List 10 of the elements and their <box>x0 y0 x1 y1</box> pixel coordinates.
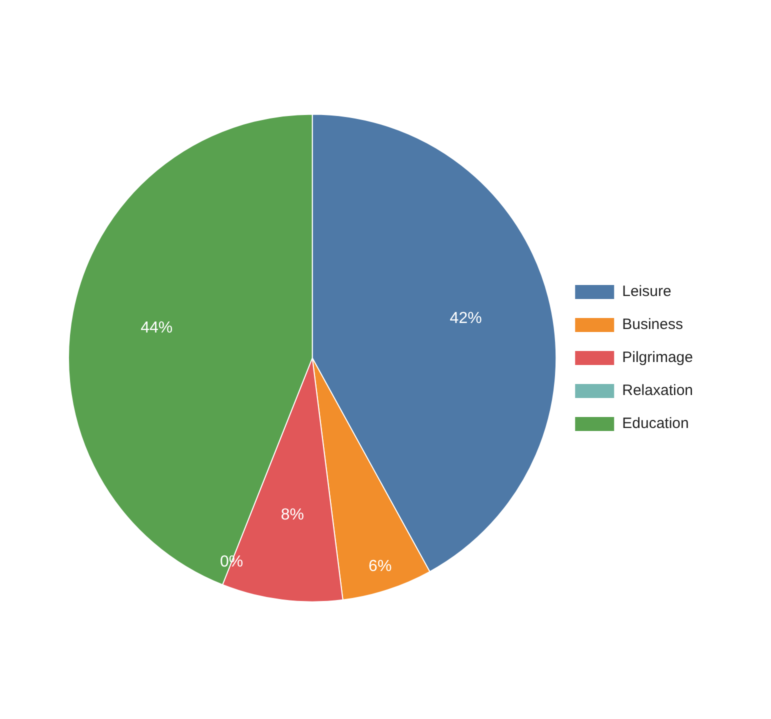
legend-label: Business <box>622 316 683 334</box>
legend-label: Pilgrimage <box>622 349 693 366</box>
data-label: 6% <box>368 558 392 576</box>
data-label: 42% <box>450 310 482 327</box>
legend-label: Relaxation <box>622 382 694 400</box>
data-label: 44% <box>140 320 173 337</box>
data-label: 8% <box>280 506 304 524</box>
legend-label: Leisure <box>622 283 672 300</box>
legend-label: Education <box>622 415 689 432</box>
text: 0% <box>220 553 244 570</box>
